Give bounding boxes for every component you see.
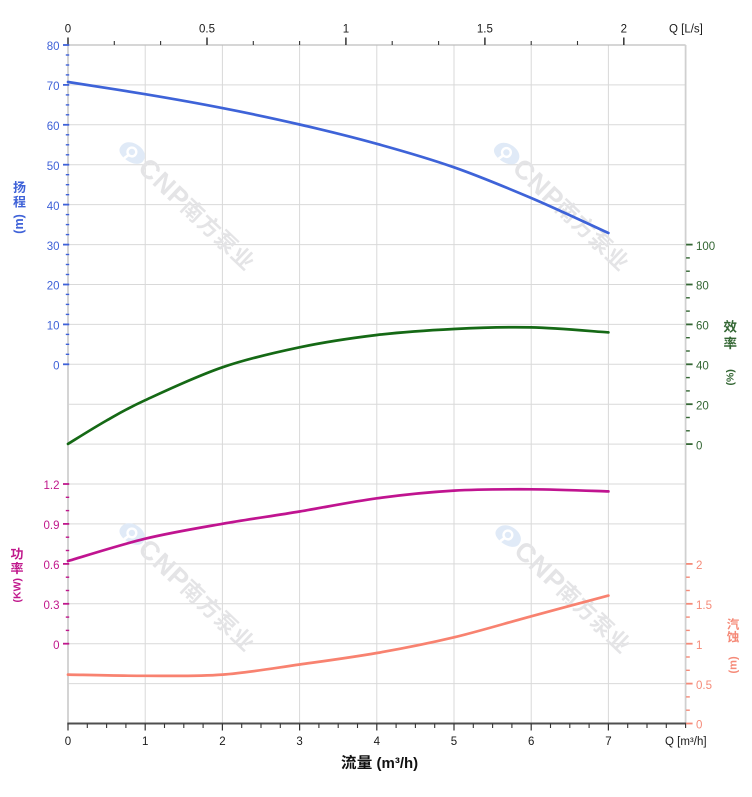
svg-text:5: 5	[451, 736, 457, 748]
svg-text:50: 50	[47, 161, 60, 173]
svg-text:0: 0	[65, 736, 71, 748]
svg-text:20: 20	[47, 281, 60, 293]
svg-text:40: 40	[696, 361, 709, 373]
svg-text:1: 1	[343, 24, 349, 36]
svg-text:0: 0	[53, 640, 59, 652]
svg-text:1.2: 1.2	[44, 480, 60, 492]
svg-text:100: 100	[696, 241, 715, 253]
svg-text:4: 4	[374, 736, 381, 748]
svg-text:1.5: 1.5	[477, 24, 493, 36]
svg-text:20: 20	[696, 400, 709, 412]
svg-text:0: 0	[53, 361, 59, 373]
svg-text:60: 60	[696, 321, 709, 333]
svg-text:2: 2	[621, 24, 627, 36]
svg-text:(m): (m)	[727, 656, 739, 673]
svg-text:(m): (m)	[12, 214, 26, 233]
svg-text:0.6: 0.6	[44, 560, 60, 572]
svg-text:1.5: 1.5	[696, 600, 712, 612]
svg-text:70: 70	[47, 81, 60, 93]
svg-text:2: 2	[219, 736, 225, 748]
svg-text:0: 0	[696, 720, 702, 732]
svg-text:40: 40	[47, 201, 60, 213]
svg-text:Q [L/s]: Q [L/s]	[669, 24, 703, 36]
svg-text:7: 7	[605, 736, 611, 748]
svg-text:10: 10	[47, 321, 60, 333]
svg-text:0.3: 0.3	[44, 600, 60, 612]
svg-text:0.5: 0.5	[199, 24, 215, 36]
svg-text:1: 1	[696, 640, 702, 652]
svg-text:(m³/h): (m³/h)	[377, 755, 419, 772]
svg-text:6: 6	[528, 736, 534, 748]
svg-text:2: 2	[696, 560, 702, 572]
svg-text:60: 60	[47, 121, 60, 133]
svg-text:3: 3	[296, 736, 302, 748]
svg-text:(%): (%)	[725, 369, 737, 385]
svg-text:80: 80	[47, 41, 60, 53]
svg-text:1: 1	[142, 736, 148, 748]
svg-text:0.9: 0.9	[44, 520, 60, 532]
svg-text:0.5: 0.5	[696, 680, 712, 692]
svg-text:0: 0	[696, 440, 702, 452]
svg-text:30: 30	[47, 241, 60, 253]
svg-text:(KW): (KW)	[12, 578, 24, 603]
svg-text:80: 80	[696, 281, 709, 293]
svg-text:Q [m³/h]: Q [m³/h]	[665, 736, 707, 748]
svg-text:0: 0	[65, 24, 71, 36]
